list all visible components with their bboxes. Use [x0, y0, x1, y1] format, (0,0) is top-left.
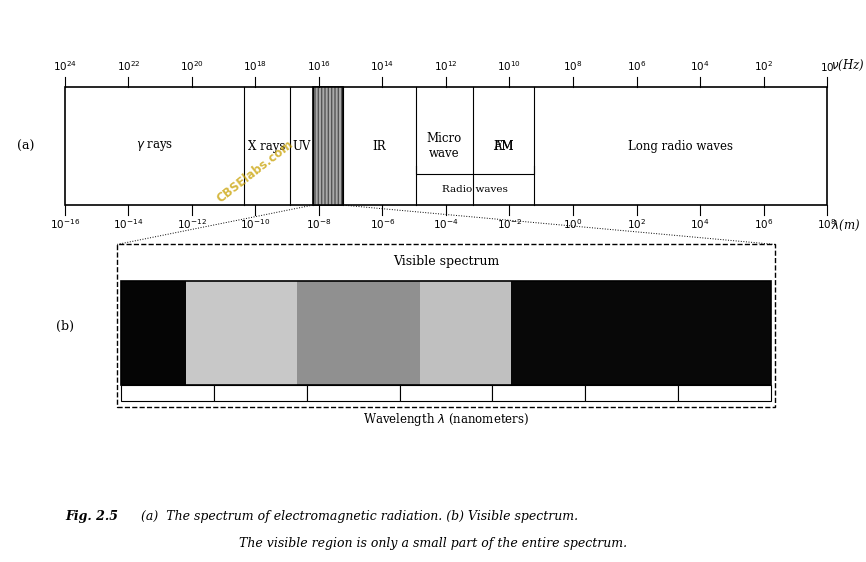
Text: CBSElabs.com: CBSElabs.com: [215, 138, 296, 205]
Text: $10^{24}$: $10^{24}$: [53, 59, 77, 73]
Text: IR: IR: [372, 139, 386, 153]
Text: $10^{-2}$: $10^{-2}$: [497, 217, 522, 232]
Text: (a): (a): [17, 139, 35, 153]
Text: Wavelength $\lambda$ (nanometers): Wavelength $\lambda$ (nanometers): [363, 411, 529, 428]
Text: $10^{18}$: $10^{18}$: [243, 59, 268, 73]
Text: (b): (b): [56, 319, 74, 333]
Text: FM: FM: [493, 139, 514, 153]
Text: $10^{-4}$: $10^{-4}$: [433, 217, 459, 232]
Text: $\nu$(Hz): $\nu$(Hz): [831, 58, 865, 73]
Bar: [121, 281, 186, 385]
Bar: [585, 385, 678, 401]
Text: $10^{-8}$: $10^{-8}$: [307, 217, 332, 232]
Bar: [399, 385, 493, 401]
Text: $10^{4}$: $10^{4}$: [690, 59, 710, 73]
Text: $10^{4}$: $10^{4}$: [690, 217, 710, 232]
Bar: [186, 281, 296, 385]
Text: $10^{-14}$: $10^{-14}$: [113, 217, 144, 232]
Text: Visible spectrum: Visible spectrum: [393, 255, 499, 268]
Text: $10^{20}$: $10^{20}$: [180, 59, 204, 73]
Text: (a)  The spectrum of electromagnetic radiation. (b) Visible spectrum.: (a) The spectrum of electromagnetic radi…: [137, 510, 578, 523]
Text: $10^{6}$: $10^{6}$: [753, 217, 773, 232]
Text: $10^{16}$: $10^{16}$: [307, 59, 331, 73]
Text: $10^{-6}$: $10^{-6}$: [370, 217, 395, 232]
Text: $\lambda$(m): $\lambda$(m): [831, 217, 861, 233]
Text: $10^{14}$: $10^{14}$: [371, 59, 395, 73]
Bar: [313, 87, 343, 205]
Bar: [493, 385, 585, 401]
Text: $10^{22}$: $10^{22}$: [117, 59, 140, 73]
Bar: [511, 281, 771, 385]
Text: Radio waves: Radio waves: [442, 185, 507, 194]
Bar: [296, 281, 420, 385]
Text: $10^{-12}$: $10^{-12}$: [177, 217, 207, 232]
Text: $10^{-16}$: $10^{-16}$: [50, 217, 80, 232]
Text: The visible region is only a small part of the entire spectrum.: The visible region is only a small part …: [239, 537, 627, 550]
Text: Long radio waves: Long radio waves: [628, 139, 733, 153]
Text: $10^{12}$: $10^{12}$: [434, 59, 458, 73]
Bar: [420, 281, 511, 385]
Text: X rays: X rays: [249, 139, 286, 153]
Text: Fig. 2.5: Fig. 2.5: [65, 510, 118, 523]
Text: $\gamma$ rays: $\gamma$ rays: [136, 139, 173, 153]
Text: Micro
wave: Micro wave: [426, 132, 462, 160]
Text: $10^{8}$: $10^{8}$: [563, 59, 583, 73]
Text: $10^{0}$: $10^{0}$: [563, 217, 583, 232]
Bar: [121, 385, 214, 401]
Text: $10^{-10}$: $10^{-10}$: [241, 217, 270, 232]
Bar: [313, 87, 343, 205]
Bar: [121, 281, 771, 385]
Text: $10^{2}$: $10^{2}$: [754, 59, 773, 73]
Text: $10$: $10$: [820, 61, 834, 73]
Bar: [307, 385, 399, 401]
Text: AM: AM: [493, 139, 514, 153]
Text: UV: UV: [292, 139, 310, 153]
Text: $10^{2}$: $10^{2}$: [627, 217, 646, 232]
Bar: [65, 87, 827, 205]
Bar: [214, 385, 307, 401]
Text: $10^{10}$: $10^{10}$: [497, 59, 521, 73]
Bar: [678, 385, 771, 401]
Text: $10^{8}$: $10^{8}$: [818, 217, 837, 232]
Text: $10^{6}$: $10^{6}$: [627, 59, 646, 73]
Bar: [117, 244, 775, 407]
